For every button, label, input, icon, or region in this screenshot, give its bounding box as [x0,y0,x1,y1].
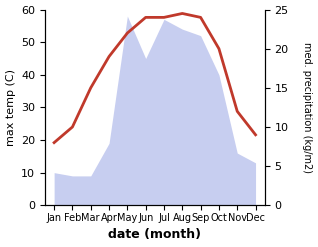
X-axis label: date (month): date (month) [108,228,201,242]
Y-axis label: max temp (C): max temp (C) [5,69,16,146]
Y-axis label: med. precipitation (kg/m2): med. precipitation (kg/m2) [302,42,313,173]
